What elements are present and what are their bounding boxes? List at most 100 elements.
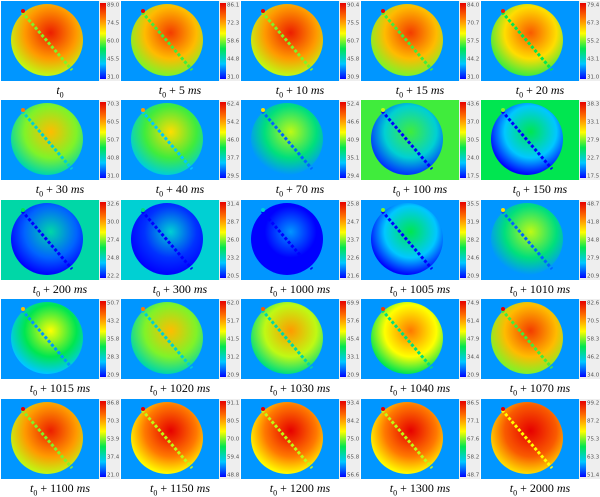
seam xyxy=(380,209,434,270)
colorbar-label: 50.7 xyxy=(107,138,120,144)
colorbar-label: 48.8 xyxy=(227,472,240,478)
hot-spot xyxy=(141,9,145,13)
panel: 91.1 80.5 70.0 59.4 48.8 t0 + 1150 ms xyxy=(120,398,240,497)
panel: 86.8 70.3 53.9 37.4 21.0 t0 + 1100 ms xyxy=(0,398,120,497)
caption-sub: 0 xyxy=(33,388,38,398)
thermal-image: 90.4 75.5 60.7 45.8 30.9 xyxy=(241,1,360,81)
colorbar-label: 23.2 xyxy=(227,255,239,261)
colorbar-label: 29.5 xyxy=(227,174,240,180)
seam xyxy=(20,408,74,469)
caption-var: t xyxy=(389,381,394,396)
caption: t0 + 1150 ms xyxy=(120,481,240,497)
hot-spot xyxy=(141,307,145,312)
thermal-image: 70.3 60.5 50.7 40.8 31.0 xyxy=(1,100,120,181)
colorbar-label: 61.4 xyxy=(467,319,480,325)
caption-var: t xyxy=(515,83,520,97)
colorbar-label: 74.5 xyxy=(107,21,120,27)
colorbar xyxy=(100,102,106,179)
colorbar-label: 31.2 xyxy=(227,355,239,361)
caption: t0 + 1040 ms xyxy=(360,381,480,400)
hot-spot xyxy=(141,406,145,411)
colorbar-label: 24.6 xyxy=(467,255,480,261)
caption-unit: ms xyxy=(316,480,331,495)
colorbar-label: 17.5 xyxy=(587,174,600,180)
seam xyxy=(20,309,74,370)
colorbar xyxy=(460,201,466,278)
hot-spot xyxy=(501,307,505,312)
caption-sub: 0 xyxy=(36,289,41,299)
colorbar-label: 44.8 xyxy=(227,57,240,63)
caption-sub: 0 xyxy=(162,90,167,100)
colorbar-label: 21.6 xyxy=(347,273,360,279)
caption-sub: 0 xyxy=(393,388,398,398)
colorbar xyxy=(100,201,106,278)
colorbar xyxy=(220,201,226,278)
colorbar-label: 31.4 xyxy=(227,201,240,207)
colorbar xyxy=(340,201,346,278)
colorbar-label: 82.6 xyxy=(587,301,600,307)
colorbar-label: 24.0 xyxy=(467,156,480,162)
hot-spot xyxy=(21,406,25,411)
colorbar-label: 35.1 xyxy=(347,156,359,162)
caption-delta: + 300 xyxy=(163,281,191,296)
caption-unit: ms xyxy=(433,182,448,197)
colorbar-label: 55.2 xyxy=(587,39,599,45)
colorbar-label: 22.7 xyxy=(587,156,600,162)
colorbar-label: 20.9 xyxy=(587,273,600,279)
colorbar-label: 53.9 xyxy=(107,436,120,442)
hot-spot xyxy=(261,307,265,312)
thermal-image: 43.6 37.0 30.5 24.0 17.5 xyxy=(361,100,480,181)
colorbar-label: 60.0 xyxy=(107,39,120,45)
colorbar-label: 34.0 xyxy=(587,373,600,379)
colorbar xyxy=(460,3,466,79)
colorbar xyxy=(220,400,226,477)
colorbar-label: 46.2 xyxy=(587,355,599,361)
colorbar-label: 65.8 xyxy=(347,454,360,460)
caption-delta: + 1030 xyxy=(280,381,314,396)
thermal-image: 52.4 46.6 40.9 35.1 29.4 xyxy=(241,100,360,181)
hot-spot xyxy=(381,307,385,312)
panel: 99.2 87.2 75.3 63.3 51.4 t0 + 2000 ms xyxy=(480,398,600,497)
colorbar-label: 34.8 xyxy=(587,237,600,243)
caption-var: t xyxy=(149,480,154,495)
seam xyxy=(140,11,194,71)
panel: 43.6 37.0 30.5 24.0 17.5 t0 + 100 ms xyxy=(360,99,480,199)
colorbar-label: 63.3 xyxy=(587,454,600,460)
colorbar-label: 51.4 xyxy=(587,472,600,478)
hot-spot xyxy=(381,9,385,13)
colorbar-label: 86.5 xyxy=(467,400,480,406)
colorbar-label: 70.7 xyxy=(467,21,480,27)
caption-delta: + 100 xyxy=(403,182,431,197)
hot-spot xyxy=(501,9,505,13)
caption-sub: 0 xyxy=(273,388,278,398)
colorbar-label: 21.0 xyxy=(107,472,120,478)
caption-delta: + 1200 xyxy=(280,480,314,495)
panel: 50.7 43.2 35.8 28.3 20.9 t0 + 1015 ms xyxy=(0,298,120,398)
colorbar-label: 28.7 xyxy=(227,219,240,225)
colorbar-label: 90.4 xyxy=(347,3,360,9)
colorbar-label: 31.0 xyxy=(107,174,120,180)
colorbar-label: 33.1 xyxy=(347,355,359,361)
caption-delta: + 1020 xyxy=(160,381,194,396)
colorbar-label: 57.6 xyxy=(347,319,360,325)
caption-delta: + 1010 xyxy=(520,281,554,296)
caption: t0 + 15 ms xyxy=(360,83,480,102)
seam xyxy=(260,11,314,71)
panel: 69.9 57.6 45.4 33.1 20.9 t0 + 1030 ms xyxy=(240,298,360,398)
colorbar-label: 47.9 xyxy=(467,337,480,343)
caption-var: t xyxy=(152,281,157,296)
caption-var: t xyxy=(389,281,394,296)
caption-sub: 0 xyxy=(513,487,518,497)
colorbar-label: 35.5 xyxy=(467,201,480,207)
colorbar-label: 32.6 xyxy=(107,201,120,207)
colorbar-label: 34.4 xyxy=(467,355,480,361)
thermal-image: 82.6 70.5 58.3 46.2 34.0 xyxy=(481,299,600,380)
panel: 62.0 51.7 41.5 31.2 20.9 t0 + 1020 ms xyxy=(120,298,240,398)
caption: t0 + 40 ms xyxy=(120,182,240,201)
caption: t0 + 200 ms xyxy=(0,282,120,301)
caption-sub: 0 xyxy=(513,388,518,398)
hot-spot xyxy=(141,207,145,212)
caption-sub: 0 xyxy=(279,90,284,100)
caption-delta: + 150 xyxy=(523,182,551,197)
